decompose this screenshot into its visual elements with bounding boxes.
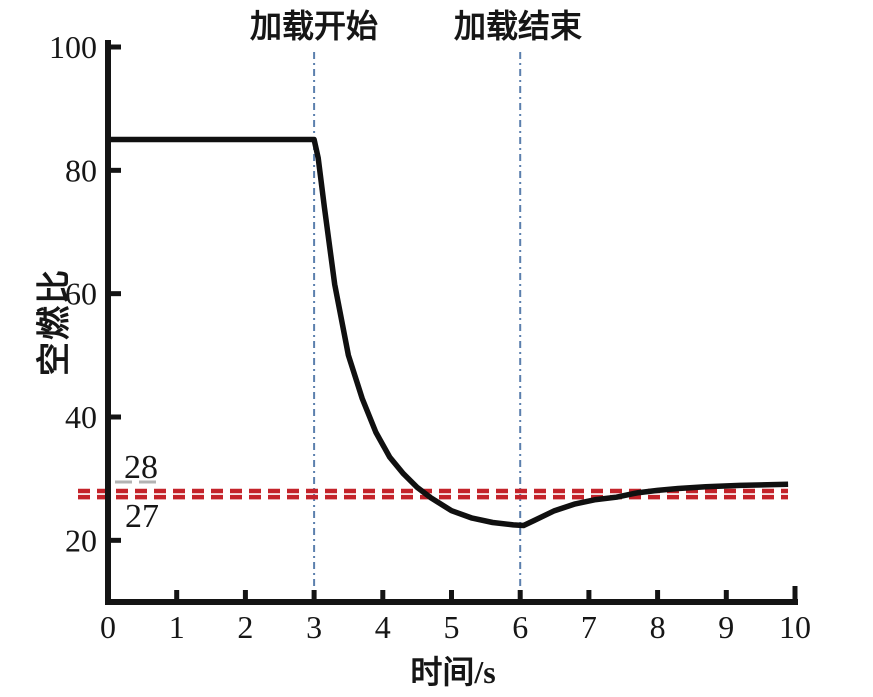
y-tick-label: 80: [65, 152, 97, 188]
y-axis-title: 空燃比: [36, 268, 74, 376]
y-tick-label: 20: [65, 522, 97, 558]
x-tick-label: 5: [444, 609, 460, 645]
x-tick-label: 2: [237, 609, 253, 645]
x-tick-label: 10: [779, 609, 811, 645]
x-tick-label: 1: [169, 609, 185, 645]
x-tick-label: 8: [650, 609, 666, 645]
x-axis-title: 时间/s: [410, 654, 496, 690]
x-tick-label: 3: [306, 609, 322, 645]
x-tick-label: 4: [375, 609, 391, 645]
x-tick-label: 9: [718, 609, 734, 645]
y-tick-label: 60: [65, 276, 97, 312]
annotation-load-end: 加载结束: [453, 8, 583, 44]
annotation-load-start: 加载开始: [249, 8, 379, 44]
x-tick-label: 7: [581, 609, 597, 645]
y-tick-label: 40: [65, 399, 97, 435]
x-tick-label: 6: [512, 609, 528, 645]
x-tick-label: 0: [100, 609, 116, 645]
ref-line-label-28: 28: [124, 449, 158, 486]
y-tick-label: 100: [49, 29, 97, 65]
ref-line-label-27: 27: [125, 498, 159, 535]
afr-curve: [108, 136, 789, 529]
